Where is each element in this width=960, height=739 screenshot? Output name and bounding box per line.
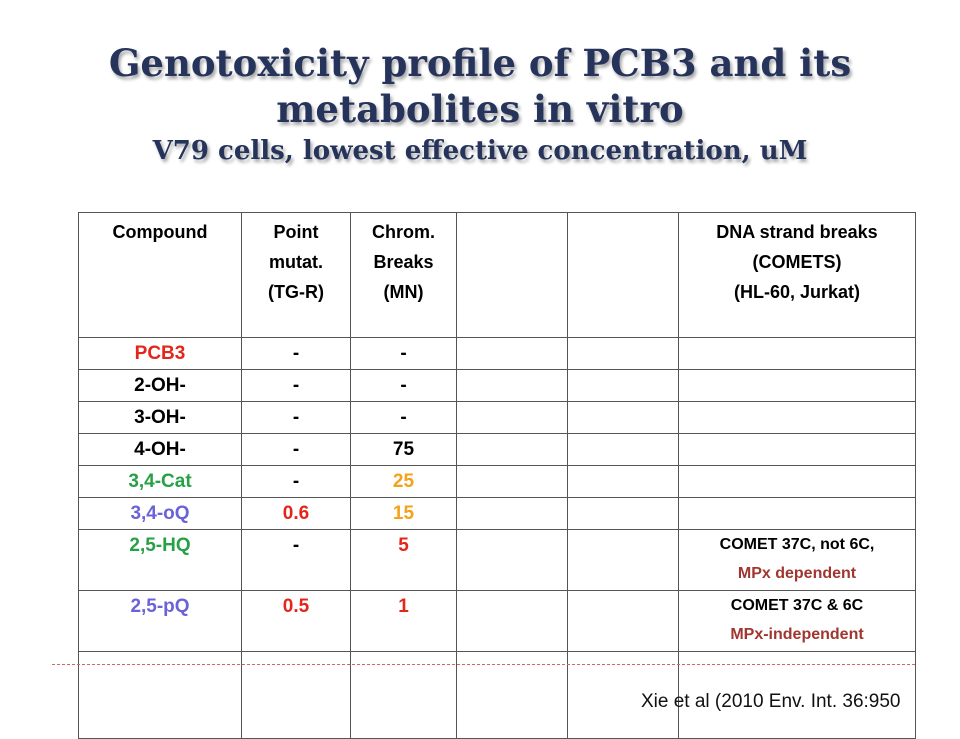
- slide-title: Genotoxicity profile of PCB3 and its met…: [0, 40, 960, 168]
- header-row: Compound Point mutat. (TG-R) Chrom. Breaks(…: [78, 212, 916, 338]
- cell-compound: 3,4-oQ: [78, 497, 242, 530]
- header-empty-2: [567, 212, 679, 338]
- cell-point: -: [241, 337, 351, 370]
- cell-empty: [567, 497, 679, 530]
- cell-empty: [567, 337, 679, 370]
- cell-chrom: 15: [350, 497, 457, 530]
- cell-empty: [456, 465, 568, 498]
- cell-chrom: 5: [350, 529, 457, 591]
- cell-point: -: [241, 529, 351, 591]
- cell-point: -: [241, 465, 351, 498]
- comet-note: COMET 37C & 6C: [730, 597, 864, 614]
- table-row: 3-OH- - -: [78, 401, 916, 434]
- cell-empty: [567, 401, 679, 434]
- cell-empty: [567, 529, 679, 591]
- cell-dna: [678, 369, 916, 402]
- table-row: 3,4-Cat - 25: [78, 465, 916, 498]
- cell-empty: [456, 369, 568, 402]
- cell-dna: [678, 433, 916, 466]
- cell-chrom: 1: [350, 590, 457, 652]
- cell-empty: [456, 497, 568, 530]
- cell-point: 0.6: [241, 497, 351, 530]
- cell-empty: [567, 465, 679, 498]
- cell-chrom: -: [350, 401, 457, 434]
- cell-compound: 4-OH-: [78, 433, 242, 466]
- genotoxicity-table: Compound Point mutat. (TG-R) Chrom. Breaks(…: [78, 212, 916, 739]
- title-line-3: V79 cells, lowest effective concentratio…: [152, 136, 808, 166]
- cell-chrom: 25: [350, 465, 457, 498]
- cell-empty: [567, 433, 679, 466]
- cell-dna: COMET 37C & 6C MPx-independent: [678, 590, 916, 652]
- cell-compound: 2,5-HQ: [78, 529, 242, 591]
- cell-chrom: 75: [350, 433, 457, 466]
- cell-point: -: [241, 433, 351, 466]
- cell-compound: 3,4-Cat: [78, 465, 242, 498]
- cell-empty: [456, 590, 568, 652]
- cell-dna: [678, 465, 916, 498]
- table-row: PCB3 - -: [78, 337, 916, 370]
- cell-dna: [678, 337, 916, 370]
- table-row: 3,4-oQ 0.6 15: [78, 497, 916, 530]
- table-row: 4-OH- - 75: [78, 433, 916, 466]
- table-row: 2-OH- - -: [78, 369, 916, 402]
- cell-compound: 2,5-pQ: [78, 590, 242, 652]
- table-row: 2,5-pQ 0.5 1 COMET 37C & 6C MPx-independ…: [78, 590, 916, 652]
- cell-empty: [456, 401, 568, 434]
- table-row: 2,5-HQ - 5 COMET 37C, not 6C, MPx depend…: [78, 529, 916, 591]
- cell-dna: [678, 497, 916, 530]
- cell-dna: COMET 37C, not 6C, MPx dependent: [678, 529, 916, 591]
- cell-empty: [456, 337, 568, 370]
- cell-dna: [678, 401, 916, 434]
- cell-empty: [567, 369, 679, 402]
- mpx-note: MPx-independent: [730, 626, 864, 643]
- header-dna-strand-breaks: DNA strand breaks (COMETS) (HL-60, Jurkat): [678, 212, 916, 338]
- cell-compound: 3-OH-: [78, 401, 242, 434]
- citation: Xie et al (2010 Env. Int. 36:950: [641, 691, 901, 712]
- cell-empty: [456, 529, 568, 591]
- cell-point: -: [241, 401, 351, 434]
- cell-empty: [567, 590, 679, 652]
- cell-point: 0.5: [241, 590, 351, 652]
- header-point-mutation: Point mutat. (TG-R): [241, 212, 351, 338]
- header-compound: Compound: [78, 212, 242, 338]
- header-empty-1: [456, 212, 568, 338]
- title-line-2: metabolites in vitro: [276, 87, 684, 131]
- cell-compound: 2-OH-: [78, 369, 242, 402]
- cell-empty: [456, 433, 568, 466]
- cell-chrom: -: [350, 337, 457, 370]
- cell-compound: PCB3: [78, 337, 242, 370]
- comet-note: COMET 37C, not 6C,: [719, 536, 875, 553]
- mpx-note: MPx dependent: [737, 565, 857, 582]
- dashed-divider: [52, 664, 915, 665]
- header-chrom-breaks: Chrom. Breaks (MN): [350, 212, 457, 338]
- title-line-1: Genotoxicity profile of PCB3 and its: [108, 41, 852, 85]
- cell-point: -: [241, 369, 351, 402]
- cell-chrom: -: [350, 369, 457, 402]
